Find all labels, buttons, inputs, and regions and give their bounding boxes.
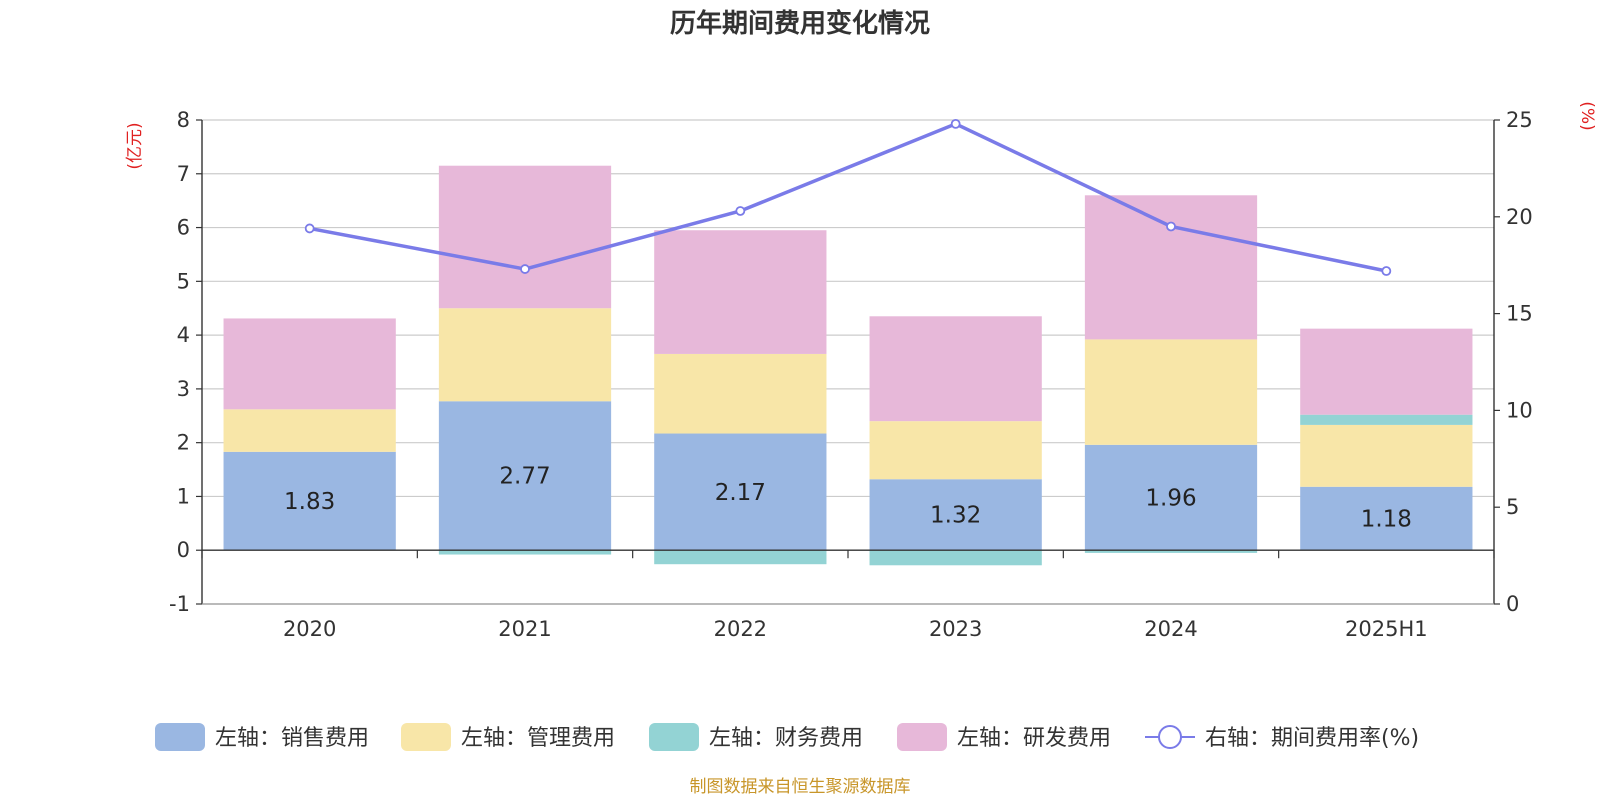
source-note: 制图数据来自恒生聚源数据库 <box>690 777 911 797</box>
bar-segment <box>869 316 1042 422</box>
rate-point <box>735 206 746 216</box>
left-axis-label: (亿元) <box>125 122 145 169</box>
legend-label: 左轴：销售费用 <box>215 726 369 751</box>
right-tick-label: 25 <box>1506 108 1533 132</box>
bar-segment <box>1084 339 1258 445</box>
left-tick-label: 7 <box>177 162 190 186</box>
left-tick-label: 5 <box>177 269 190 293</box>
bar-segment <box>869 550 1042 566</box>
left-tick-label: 1 <box>177 484 190 508</box>
bar-data-label: 2.77 <box>499 464 550 490</box>
bar-segment <box>223 451 396 551</box>
right-tick-label: 10 <box>1506 398 1533 422</box>
chart-title: 历年期间费用变化情况 <box>670 8 930 39</box>
bar-segment <box>869 421 1042 480</box>
grid-lines <box>202 119 1494 605</box>
bar-segment <box>1084 195 1258 340</box>
legend-label: 左轴：财务费用 <box>709 726 863 751</box>
rate-point <box>1381 266 1392 276</box>
bar-data-label: 1.83 <box>284 489 335 515</box>
rate-line <box>309 121 1387 273</box>
bar-segment <box>223 318 396 410</box>
bar-data-label: 1.32 <box>930 503 981 529</box>
category-label: 2021 <box>498 617 551 641</box>
bar-segment <box>438 165 612 309</box>
bar-segment <box>654 353 827 434</box>
bar-segment <box>438 401 612 551</box>
right-tick-label: 15 <box>1506 302 1533 326</box>
bar-layer <box>223 165 1473 566</box>
bar-segment <box>1300 424 1473 487</box>
legend-swatch <box>155 723 205 751</box>
right-tick-label: 0 <box>1506 592 1519 616</box>
category-label: 2022 <box>714 617 767 641</box>
legend-label: 左轴：管理费用 <box>461 726 615 751</box>
right-axis-label: (%) <box>1577 101 1597 130</box>
data-labels: 1.83 2.77 2.17 1.32 1.96 1.18 <box>284 464 1412 533</box>
bar-segment <box>654 230 827 354</box>
legend-swatch <box>897 723 947 751</box>
bar-segment <box>654 550 827 565</box>
category-label: 2023 <box>929 617 982 641</box>
right-tick-label: 20 <box>1506 205 1533 229</box>
bar-segment <box>438 550 612 555</box>
left-tick-label: -1 <box>169 592 190 616</box>
bar-segment <box>1084 550 1258 553</box>
category-label: 2024 <box>1144 617 1197 641</box>
rate-point <box>950 118 961 129</box>
bar-segment <box>438 308 612 402</box>
legend-swatch <box>401 723 451 751</box>
axes: -1 0 1 2 3 4 5 6 7 8 0 5 10 15 20 25 2020 2021 2022 2023 202… <box>169 108 1533 641</box>
rate-point <box>304 223 315 234</box>
left-tick-label: 8 <box>177 108 190 132</box>
legend: 左轴：销售费用 左轴：管理费用 左轴：财务费用 左轴：研发费用 右轴：期间费用率(%) <box>155 723 1419 751</box>
legend-label: 左轴：研发费用 <box>957 726 1111 751</box>
bar-data-label: 1.96 <box>1145 486 1196 512</box>
bar-segment <box>654 433 827 551</box>
legend-swatch <box>649 723 699 751</box>
bar-segment <box>1084 444 1258 551</box>
bar-data-label: 1.18 <box>1361 506 1412 532</box>
bar-segment <box>1300 328 1473 415</box>
rate-point <box>520 264 530 274</box>
right-tick-label: 5 <box>1506 495 1519 519</box>
left-tick-label: 0 <box>177 538 190 562</box>
left-tick-label: 6 <box>177 216 190 240</box>
left-tick-label: 2 <box>177 431 190 455</box>
bar-segment <box>869 479 1042 551</box>
left-tick-label: 4 <box>177 323 190 347</box>
line-layer <box>304 118 1392 276</box>
legend-marker <box>1158 725 1182 749</box>
bar-segment <box>1300 414 1473 425</box>
left-tick-label: 3 <box>177 377 190 401</box>
category-label: 2020 <box>283 617 336 641</box>
rate-point <box>1166 221 1176 232</box>
bar-segment <box>223 409 396 452</box>
category-label: 2025H1 <box>1345 617 1428 641</box>
legend-label: 右轴：期间费用率(%) <box>1205 726 1419 751</box>
bar-segment <box>1300 486 1473 551</box>
bar-data-label: 2.17 <box>715 480 766 506</box>
